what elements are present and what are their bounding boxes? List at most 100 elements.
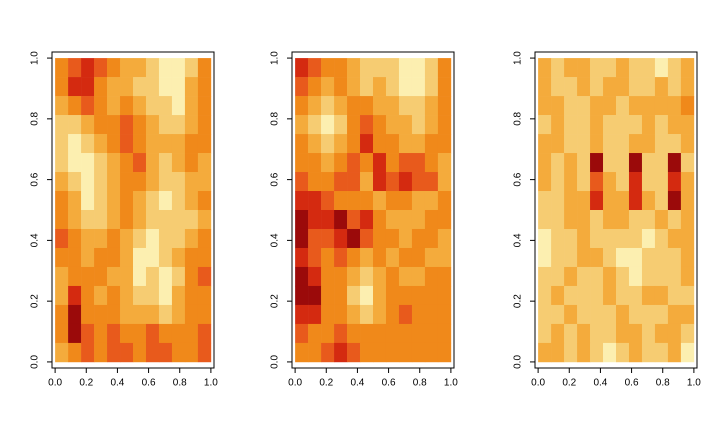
heat-cell (321, 285, 335, 306)
heat-cell (107, 228, 121, 249)
heat-cell (590, 228, 604, 249)
x-tick-label: 0.8 (173, 378, 187, 389)
heat-cell (437, 96, 452, 116)
x-tick-label: 0.8 (656, 378, 670, 389)
heat-cell (295, 342, 309, 363)
y-tick-label: 0.6 (270, 172, 281, 186)
heat-cell (94, 285, 108, 306)
heat-cell (373, 304, 387, 325)
heat-cell (81, 191, 95, 211)
heat-cell (158, 191, 173, 211)
heat-cell (360, 77, 374, 97)
heat-cell (107, 58, 121, 78)
heat-cell (133, 285, 147, 306)
heat-cell (55, 323, 69, 344)
heat-cell (308, 210, 322, 230)
heat-cell (641, 210, 656, 230)
heat-cell (334, 153, 348, 173)
heat-cell (295, 228, 309, 249)
heat-cell (184, 247, 199, 268)
heat-cell (628, 228, 643, 249)
heat-cell (411, 285, 426, 306)
heat-cell (145, 210, 160, 230)
heat-cell (81, 342, 95, 363)
heat-cell (424, 134, 439, 154)
heat-cell (197, 172, 212, 192)
heat-cell (564, 342, 578, 363)
y-tick-label: 0.0 (30, 355, 41, 369)
heat-cell (68, 191, 82, 211)
plot-frame (51, 51, 215, 369)
heat-cell (334, 304, 348, 325)
y-tick-label: 0.8 (513, 111, 524, 125)
heat-cell (538, 96, 552, 116)
heat-cell (437, 266, 452, 287)
heat-cell (81, 228, 95, 249)
heat-cell (120, 134, 134, 154)
heat-cell (667, 96, 682, 116)
heat-cell (641, 115, 656, 135)
heat-cell (538, 285, 552, 306)
heat-cell (308, 191, 322, 211)
heat-cell (616, 77, 630, 97)
heat-cell (424, 228, 439, 249)
heat-cell (133, 134, 147, 154)
heat-cell (197, 228, 212, 249)
heat-cell (171, 96, 186, 116)
heat-cell (603, 96, 617, 116)
heat-cell (197, 304, 212, 325)
heat-cell (295, 323, 309, 344)
heat-cell (373, 247, 387, 268)
y-tick-label: 1.0 (270, 51, 281, 65)
heat-cell (398, 134, 413, 154)
heat-cell (360, 134, 374, 154)
heat-cell (158, 115, 173, 135)
heat-cell (603, 285, 617, 306)
heat-cell (81, 323, 95, 344)
heat-cell (68, 134, 82, 154)
heat-cell (81, 210, 95, 230)
heat-cell (55, 58, 69, 78)
heat-cell (55, 153, 69, 173)
heat-cell (641, 323, 656, 344)
heat-cell (133, 266, 147, 287)
heat-cell (373, 115, 387, 135)
heat-cell (654, 342, 669, 363)
heat-cell (184, 134, 199, 154)
heat-cell (564, 323, 578, 344)
heat-cell (197, 342, 212, 363)
heat-cell (538, 210, 552, 230)
heat-cell (120, 77, 134, 97)
heat-cell (321, 153, 335, 173)
heat-cell (197, 96, 212, 116)
x-tick-label: 1.0 (204, 378, 218, 389)
heat-cell (641, 58, 656, 78)
heat-cell (398, 228, 413, 249)
heat-cell (55, 115, 69, 135)
heat-cell (411, 134, 426, 154)
heat-cell (197, 210, 212, 230)
heat-cell (616, 96, 630, 116)
heat-cell (616, 153, 630, 173)
heat-cell (628, 172, 643, 192)
heat-cell (55, 285, 69, 306)
heat-cell (437, 304, 452, 325)
heat-cell (197, 266, 212, 287)
heat-cell (133, 172, 147, 192)
heat-cell (411, 323, 426, 344)
heat-cell (680, 115, 695, 135)
heat-cell (654, 115, 669, 135)
heat-cell (680, 58, 695, 78)
heat-cell (667, 77, 682, 97)
heat-cell (551, 228, 565, 249)
heat-cell (538, 172, 552, 192)
heat-cell (197, 285, 212, 306)
heat-cell (424, 77, 439, 97)
heat-cell (308, 58, 322, 78)
heat-cell (411, 228, 426, 249)
heat-cell (68, 342, 82, 363)
heat-cell (411, 304, 426, 325)
heat-cell (398, 247, 413, 268)
heat-cell (641, 247, 656, 268)
heat-cell (437, 228, 452, 249)
